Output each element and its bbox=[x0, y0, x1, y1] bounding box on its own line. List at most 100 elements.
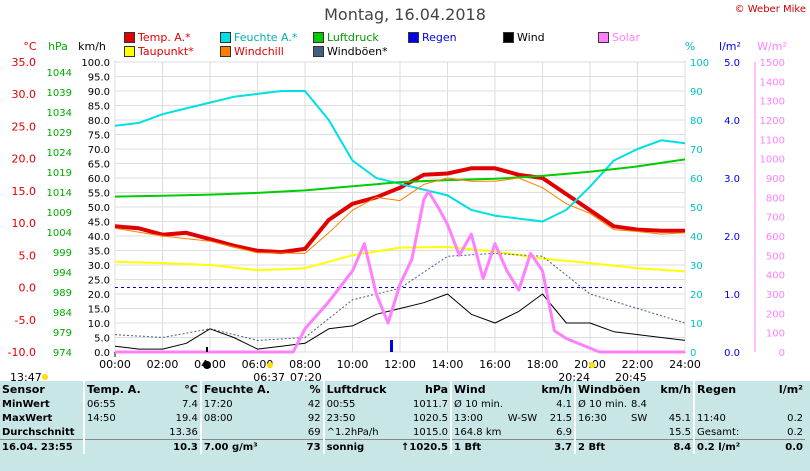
tick-wind: 100.0 bbox=[81, 58, 110, 69]
tick-temp: 0.0 bbox=[19, 282, 37, 295]
chart-title: Montag, 16.04.2018 bbox=[324, 5, 486, 24]
table-current-row: 16.04. 23:55 10.3 7.00 g/m³ 73 sonnig ↑1020.5… bbox=[0, 439, 805, 454]
table-header-row: Sensor Temp. A. °C Feuchte A. % Luftdruc… bbox=[0, 381, 805, 397]
table-cell: 45.1 bbox=[668, 412, 692, 424]
table-cell: 06:55 bbox=[82, 397, 143, 411]
tick-pressure: 994 bbox=[53, 268, 72, 279]
table-cell: 0.2 bbox=[787, 426, 803, 438]
legend-swatch bbox=[503, 32, 514, 43]
tick-wind: 5.0 bbox=[94, 334, 110, 345]
legend-swatch bbox=[408, 32, 419, 43]
table-cell: Durchschnitt bbox=[2, 426, 75, 438]
table-cell: Gesamt: bbox=[693, 425, 752, 440]
header-cell: km/h bbox=[541, 382, 572, 396]
summary-table: Sensor Temp. A. °C Feuchte A. % Luftdruc… bbox=[0, 381, 805, 454]
table-cell: 14:50 bbox=[82, 411, 143, 425]
table-cell: 13.36 bbox=[169, 426, 198, 438]
header-cell: Regen bbox=[693, 381, 752, 397]
tick-temp: 35.0 bbox=[12, 56, 37, 69]
series-luftdruck bbox=[114, 158, 686, 198]
axis-unit-humidity: % bbox=[685, 40, 695, 53]
tick-pressure: 974 bbox=[53, 348, 72, 359]
legend-label: Windchill bbox=[234, 45, 284, 58]
legend-label: Solar bbox=[612, 31, 641, 44]
table-cell: 13:00 bbox=[450, 411, 506, 425]
tick-humidity: 10 bbox=[690, 319, 703, 330]
tick-solar: 1000 bbox=[760, 155, 785, 166]
tick-rain: 0.0 bbox=[724, 348, 740, 359]
tick-temp: -10.0 bbox=[8, 346, 36, 359]
legend-swatch bbox=[220, 32, 231, 43]
legend-swatch bbox=[313, 46, 324, 57]
tick-pressure: 989 bbox=[53, 288, 72, 299]
table-cell: 19.4 bbox=[175, 412, 198, 424]
credit-text: © Weber Mike bbox=[734, 4, 806, 15]
tick-temp: 30.0 bbox=[12, 88, 37, 101]
table-cell: 2 Bft bbox=[574, 439, 629, 454]
table-cell: 42 bbox=[307, 398, 321, 410]
table-cell: W-SW bbox=[507, 412, 538, 424]
tick-wind: 0.0 bbox=[94, 348, 110, 359]
table-cell: 15.5 bbox=[668, 426, 692, 438]
weather-chart: °C hPa km/h% l/m² W/m² 35.0 30.0 25.0 20.0 15.0 10… bbox=[8, 40, 787, 381]
table-cell: 0.2 bbox=[787, 412, 803, 424]
rain-bar bbox=[390, 340, 393, 352]
axis-unit-solar: W/m² bbox=[757, 40, 787, 53]
tick-wind: 50.0 bbox=[88, 203, 110, 214]
legend-pressure: Luftdruck bbox=[313, 31, 379, 44]
table-cell bbox=[629, 425, 652, 440]
tick-time: 12:00 bbox=[384, 358, 416, 371]
tick-wind: 70.0 bbox=[88, 145, 110, 156]
tick-time: 22:00 bbox=[622, 358, 654, 371]
legend-label: Feuchte A.* bbox=[234, 31, 298, 44]
tick-pressure: 1029 bbox=[47, 128, 72, 139]
tick-wind: 55.0 bbox=[88, 189, 110, 200]
sunset-icon bbox=[589, 362, 595, 368]
table-cell: 4.1 bbox=[556, 398, 572, 410]
table-cell: 08:00 bbox=[199, 411, 272, 425]
tick-wind: 60.0 bbox=[88, 174, 110, 185]
header-cell: hPa bbox=[424, 382, 449, 396]
axis-unit-temp: °C bbox=[23, 40, 37, 53]
table-cell: 1011.7 bbox=[413, 398, 449, 410]
header-cell: % bbox=[309, 382, 321, 396]
table-cell bbox=[506, 397, 539, 411]
table-cell: 7.4 bbox=[181, 398, 198, 410]
axis-unit-wind: km/h bbox=[78, 40, 106, 53]
tick-wind: 30.0 bbox=[88, 261, 110, 272]
sunrise-icon bbox=[267, 362, 273, 368]
table-cell: Ø 10 min. bbox=[574, 397, 629, 411]
table-cell bbox=[199, 425, 272, 440]
tick-pressure: 999 bbox=[53, 248, 72, 259]
tick-time: 08:00 bbox=[289, 358, 321, 371]
table-cell: 7.00 g/m³ bbox=[199, 439, 272, 454]
table-cell bbox=[574, 425, 629, 440]
table-cell: 164.8 km bbox=[450, 425, 506, 440]
tick-rain: 1.0 bbox=[724, 290, 740, 301]
legend-swatch bbox=[313, 32, 324, 43]
table-cell: Ø 10 min. bbox=[450, 397, 506, 411]
tick-wind: 90.0 bbox=[88, 87, 110, 98]
tick-solar: 1300 bbox=[760, 97, 785, 108]
tick-solar: 0 bbox=[779, 348, 785, 359]
tick-pressure: 979 bbox=[53, 328, 72, 339]
series-windchill bbox=[114, 177, 686, 254]
tick-time: 14:00 bbox=[432, 358, 464, 371]
tick-solar: 1400 bbox=[760, 77, 785, 88]
legend-dewpoint: Taupunkt* bbox=[124, 45, 194, 58]
legend-temp: Temp. A.* bbox=[124, 31, 191, 44]
tick-time: 02:00 bbox=[147, 358, 179, 371]
tick-wind: 45.0 bbox=[88, 218, 110, 229]
table-cell: 00:55 bbox=[322, 397, 389, 411]
header-cell: Luftdruck bbox=[322, 381, 389, 397]
tick-solar: 100 bbox=[766, 329, 785, 340]
table-cell: 17:20 bbox=[199, 397, 272, 411]
legend-gusts: Windböen* bbox=[313, 45, 388, 58]
tick-humidity: 30 bbox=[690, 261, 703, 272]
tick-pressure: 1024 bbox=[47, 148, 72, 159]
tick-pressure: 1019 bbox=[47, 168, 72, 179]
table-cell: 8.4 bbox=[652, 439, 695, 454]
tick-time: 24:00 bbox=[669, 358, 701, 371]
tick-solar: 300 bbox=[766, 290, 785, 301]
legend-wind: Wind bbox=[503, 31, 545, 44]
